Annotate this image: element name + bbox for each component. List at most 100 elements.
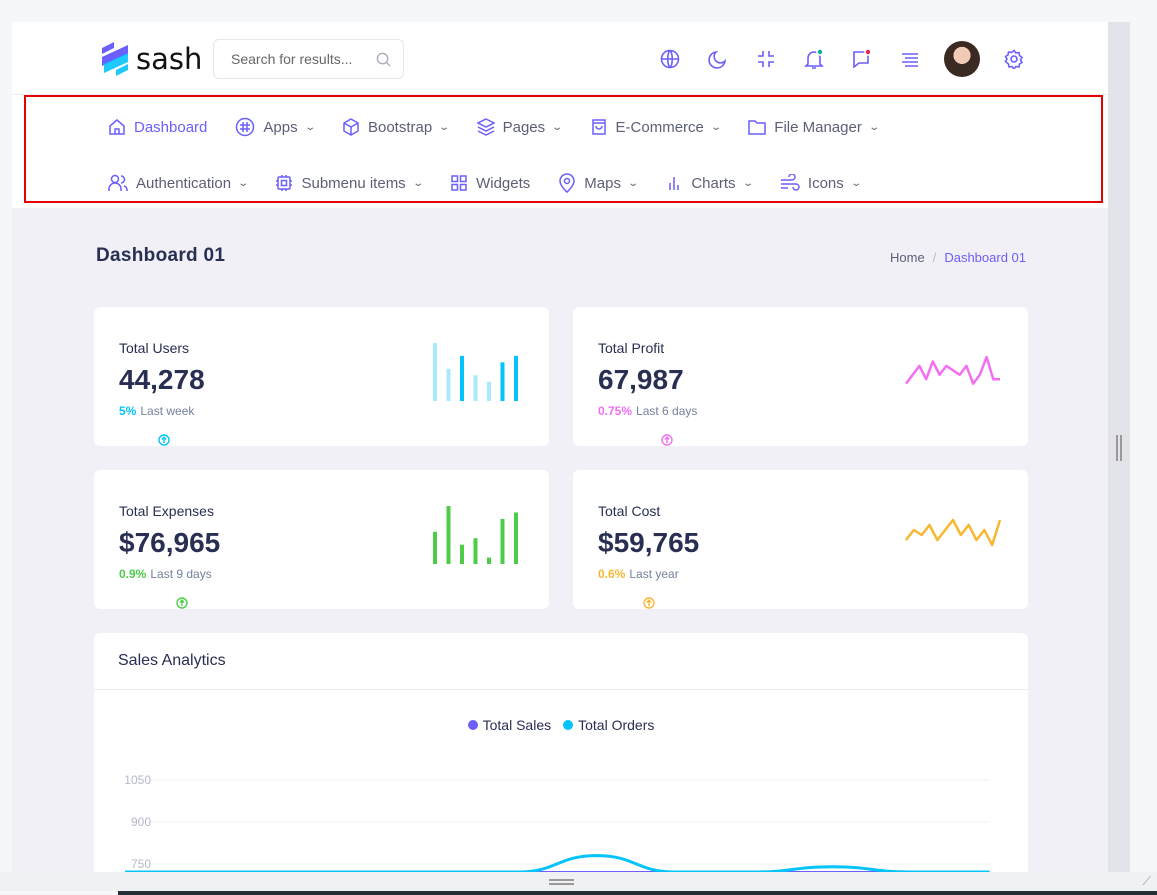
- search-icon[interactable]: [376, 52, 391, 67]
- wind-icon: [780, 174, 800, 191]
- nav-label: Dashboard: [134, 118, 208, 136]
- package-icon: [343, 118, 359, 136]
- globe-icon[interactable]: [646, 40, 694, 78]
- nav-item-authentication[interactable]: Authentication ⌄: [108, 171, 250, 195]
- legend-label: Total Sales: [482, 717, 552, 733]
- spark-bar: [500, 518, 505, 564]
- logo-text: sash: [136, 42, 203, 76]
- nav-label: Charts: [691, 174, 736, 192]
- arrow-circle-icon: [661, 434, 674, 446]
- chevron-down-icon: ⌄: [412, 177, 424, 189]
- chevron-down-icon: ⌄: [741, 177, 754, 189]
- nav-item-widgets[interactable]: Widgets: [450, 171, 530, 195]
- home-icon: [109, 119, 125, 135]
- chevron-down-icon: ⌄: [237, 177, 250, 189]
- spark-bar: [500, 362, 505, 401]
- series-total-orders: [125, 854, 990, 872]
- change-value: 0.9%: [119, 567, 147, 581]
- nav-label: Maps: [584, 174, 621, 192]
- nav-item-bootstrap[interactable]: Bootstrap ⌄: [342, 115, 451, 139]
- nav-label: Pages: [502, 118, 546, 136]
- stat-label: Total Users: [119, 340, 190, 356]
- sash-logo-icon: [102, 42, 128, 76]
- chart-legend: Total Sales Total Orders: [94, 717, 1028, 733]
- spark-bar: [460, 544, 464, 564]
- nav-label: Authentication: [136, 174, 232, 192]
- nav-item-maps[interactable]: Maps ⌄: [558, 171, 640, 195]
- card-title: Sales Analytics: [94, 633, 1028, 690]
- spark-bar: [446, 368, 451, 401]
- bottom-resize-bar[interactable]: ⟋: [0, 872, 1157, 891]
- stat-card: Total Cost $59,765 0.6% Last year: [573, 470, 1028, 609]
- chevron-down-icon: ⌄: [627, 177, 640, 189]
- nav-row-2: Authentication ⌄ Submenu items ⌄ Widgets M…: [108, 171, 888, 195]
- message-icon[interactable]: [838, 40, 886, 78]
- search-input[interactable]: Search for results...: [213, 39, 404, 79]
- sparkline: [433, 343, 518, 401]
- stat-card: Total Expenses $76,965 0.9% Last 9 days: [94, 470, 549, 609]
- avatar[interactable]: [944, 41, 980, 77]
- chevron-down-icon: ⌄: [850, 177, 862, 189]
- nav-item-dashboard[interactable]: Dashboard: [108, 115, 207, 139]
- legend-item-total-orders[interactable]: Total Orders: [563, 717, 654, 733]
- fullscreen-exit-icon[interactable]: [742, 40, 790, 78]
- gear-icon[interactable]: [990, 40, 1038, 78]
- spark-line: [905, 518, 1002, 547]
- spark-bar: [446, 506, 451, 564]
- sales-chart: 1050 900 750: [124, 773, 990, 872]
- stat-change: 0.9% Last 9 days: [119, 567, 212, 609]
- resize-handle-icon[interactable]: ⟋: [1142, 874, 1151, 888]
- spark-bar: [487, 381, 491, 401]
- bell-icon[interactable]: [790, 40, 838, 78]
- stat-label: Total Cost: [598, 503, 661, 519]
- chevron-down-icon: ⌄: [438, 121, 451, 133]
- spark-bar: [514, 355, 518, 401]
- nav-item-pages[interactable]: Pages ⌄: [476, 115, 564, 139]
- stat-value: 44,278: [119, 364, 205, 395]
- nav-label: Submenu items: [301, 174, 406, 192]
- nav-item-icons[interactable]: Icons ⌄: [780, 171, 862, 195]
- arrow-circle-icon: [176, 597, 188, 609]
- stat-label: Total Expenses: [119, 503, 214, 519]
- nav-item-apps[interactable]: Apps ⌄: [235, 115, 316, 139]
- stat-value: 67,987: [598, 364, 684, 395]
- spark-bar: [460, 355, 464, 401]
- header: sash Search for results...: [12, 22, 1108, 95]
- sparkline: [433, 506, 518, 564]
- nav-item-charts[interactable]: Charts ⌄: [665, 171, 754, 195]
- shopping-bag-icon: [591, 119, 606, 135]
- nav-label: Icons: [807, 174, 844, 192]
- legend-item-total-sales[interactable]: Total Sales: [467, 717, 552, 733]
- users-icon: [108, 174, 128, 191]
- stat-card: Total Profit 67,987 0.75% Last 6 days: [573, 307, 1028, 446]
- breadcrumb-home[interactable]: Home: [890, 250, 925, 265]
- moon-icon[interactable]: [694, 40, 742, 78]
- change-period: Last week: [140, 404, 195, 418]
- logo[interactable]: sash: [100, 42, 202, 76]
- arrow-circle-icon: [158, 434, 171, 446]
- nav-label: E-Commerce: [615, 118, 704, 136]
- breadcrumb-separator: /: [932, 250, 937, 265]
- chevron-down-icon: ⌄: [868, 121, 880, 133]
- nav-item-file-manager[interactable]: File Manager ⌄: [748, 115, 880, 139]
- spark-line: [905, 355, 1000, 385]
- browser-viewport: sash Search for results... Dashboard App…: [12, 22, 1108, 872]
- change-period: Last 6 days: [636, 404, 698, 418]
- nav-item-submenu[interactable]: Submenu items ⌄: [275, 171, 424, 195]
- change-value: 5%: [119, 404, 137, 418]
- spark-bar: [514, 512, 518, 564]
- search-placeholder: Search for results...: [231, 51, 353, 67]
- nav-label: Bootstrap: [367, 118, 433, 136]
- change-period: Last year: [629, 567, 679, 581]
- stat-value: $59,765: [598, 527, 700, 558]
- stat-value: $76,965: [119, 527, 221, 558]
- menu-icon[interactable]: [886, 40, 934, 78]
- vertical-scrollbar[interactable]: [1108, 22, 1130, 872]
- y-tick-label: 1050: [124, 773, 151, 787]
- nav-item-ecommerce[interactable]: E-Commerce ⌄: [590, 115, 722, 139]
- bar-chart-icon: [669, 177, 680, 190]
- chevron-down-icon: ⌄: [551, 121, 564, 133]
- nav-label: Widgets: [476, 174, 531, 192]
- change-value: 0.6%: [598, 567, 626, 581]
- stat-change: 5% Last week: [119, 404, 195, 446]
